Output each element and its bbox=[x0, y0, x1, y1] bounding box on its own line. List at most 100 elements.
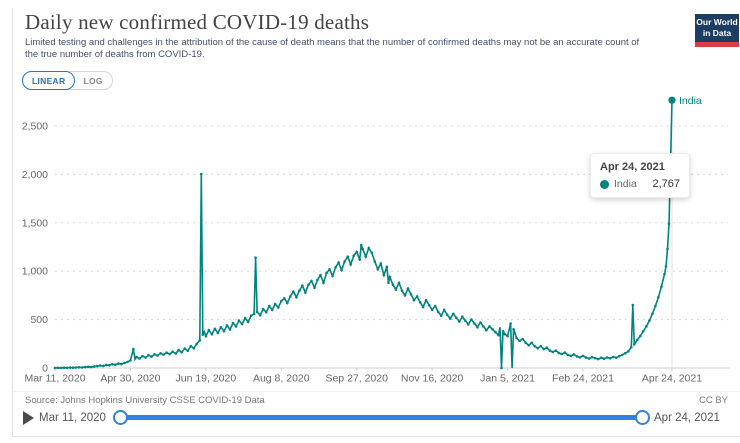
data-point bbox=[316, 278, 319, 282]
owid-logo-line1: Our World bbox=[696, 17, 738, 27]
data-point bbox=[599, 356, 603, 360]
data-point bbox=[397, 281, 401, 285]
data-point bbox=[403, 294, 407, 297]
y-tick-label: 2,000 bbox=[22, 169, 48, 181]
license-label[interactable]: CC BY bbox=[698, 395, 728, 406]
data-point bbox=[497, 333, 500, 337]
data-point bbox=[557, 351, 561, 355]
data-point bbox=[536, 346, 539, 350]
data-point bbox=[636, 338, 639, 342]
data-point bbox=[92, 365, 96, 368]
data-point bbox=[102, 364, 105, 368]
data-point bbox=[186, 349, 190, 353]
timeline-end-date: Apr 24, 2021 bbox=[654, 412, 720, 424]
chart-subtitle: Limited testing and challenges in the at… bbox=[25, 37, 640, 61]
data-point bbox=[367, 246, 371, 250]
data-point bbox=[129, 359, 132, 362]
data-point bbox=[56, 366, 60, 370]
data-point bbox=[168, 352, 171, 356]
data-point bbox=[593, 356, 597, 360]
log-button[interactable]: LOG bbox=[74, 72, 111, 89]
data-point bbox=[174, 352, 177, 355]
data-point bbox=[415, 295, 419, 298]
data-point bbox=[144, 356, 147, 359]
data-point bbox=[409, 293, 413, 296]
data-point bbox=[611, 355, 615, 359]
tooltip-row: India 2,767 bbox=[600, 178, 680, 190]
data-point bbox=[189, 344, 193, 348]
data-point bbox=[630, 345, 633, 349]
data-point bbox=[77, 366, 81, 369]
y-tick-label: 2,500 bbox=[22, 121, 48, 133]
data-point bbox=[359, 243, 363, 247]
data-point bbox=[340, 268, 343, 272]
data-point bbox=[219, 326, 223, 329]
data-point bbox=[467, 323, 470, 326]
data-point bbox=[482, 325, 485, 328]
data-point bbox=[117, 362, 120, 365]
data-point bbox=[322, 281, 325, 285]
data-point bbox=[132, 347, 135, 351]
data-point bbox=[277, 306, 280, 309]
data-point bbox=[243, 316, 247, 320]
data-point bbox=[400, 289, 404, 292]
data-point bbox=[273, 302, 277, 306]
timeline-start-handle[interactable] bbox=[113, 410, 128, 425]
data-point bbox=[310, 279, 313, 283]
data-point bbox=[500, 366, 503, 370]
data-point bbox=[391, 283, 395, 287]
series-end-dot bbox=[668, 96, 676, 104]
data-point bbox=[660, 285, 663, 289]
data-point bbox=[210, 333, 214, 336]
data-point bbox=[631, 303, 635, 307]
data-point bbox=[108, 364, 111, 367]
data-point bbox=[111, 363, 114, 366]
data-point bbox=[349, 263, 353, 266]
data-point bbox=[394, 288, 398, 291]
linear-button[interactable]: LINEAR bbox=[22, 71, 76, 90]
data-point bbox=[123, 361, 126, 365]
data-point bbox=[237, 319, 241, 322]
data-point bbox=[307, 283, 310, 287]
data-point bbox=[159, 352, 162, 355]
data-point bbox=[614, 356, 618, 360]
data-point bbox=[364, 255, 368, 258]
data-point bbox=[503, 332, 506, 336]
data-point bbox=[509, 322, 512, 325]
data-point bbox=[418, 300, 422, 304]
data-point bbox=[89, 365, 93, 369]
data-point bbox=[343, 260, 346, 263]
data-point bbox=[120, 362, 123, 366]
data-point bbox=[379, 262, 383, 265]
data-point bbox=[581, 354, 585, 358]
data-point bbox=[491, 328, 494, 331]
data-point bbox=[539, 344, 543, 348]
data-point bbox=[666, 247, 669, 251]
timeline-end-handle[interactable] bbox=[635, 410, 650, 425]
timeline-track[interactable] bbox=[120, 415, 642, 420]
data-point bbox=[436, 310, 440, 314]
data-point bbox=[427, 303, 431, 307]
data-point bbox=[587, 357, 591, 360]
data-point bbox=[141, 354, 144, 358]
data-point bbox=[566, 353, 570, 357]
data-point bbox=[563, 351, 567, 354]
data-point bbox=[627, 350, 630, 353]
data-point bbox=[596, 357, 600, 361]
data-point bbox=[334, 266, 337, 269]
data-point bbox=[645, 325, 648, 328]
tooltip: Apr 24, 2021 India 2,767 bbox=[590, 153, 690, 198]
data-point bbox=[572, 353, 576, 356]
data-point bbox=[254, 256, 257, 259]
data-point bbox=[180, 351, 183, 354]
data-point bbox=[578, 356, 582, 359]
play-button[interactable] bbox=[22, 411, 34, 425]
data-point bbox=[249, 314, 253, 318]
x-tick-label: Mar 11, 2020 bbox=[24, 373, 85, 385]
data-point bbox=[521, 337, 524, 341]
y-tick-label: 0 bbox=[42, 363, 48, 375]
data-point bbox=[313, 286, 316, 290]
owid-logo[interactable]: Our World in Data bbox=[695, 14, 739, 47]
data-point bbox=[65, 366, 69, 370]
